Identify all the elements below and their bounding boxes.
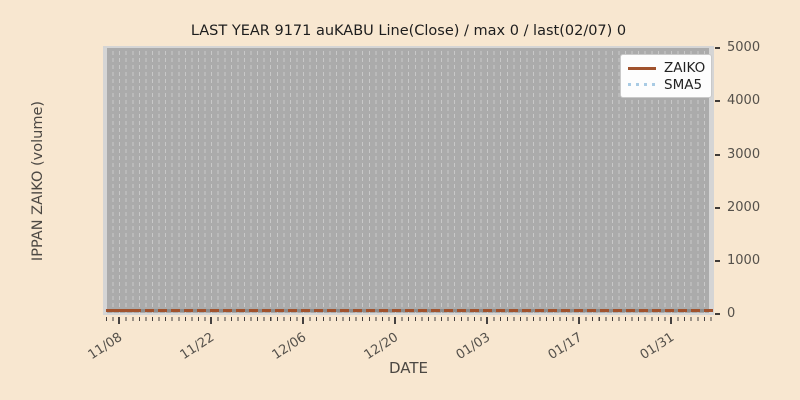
- x-axis-label: DATE: [388, 359, 429, 377]
- x-minor-ticks: [106, 317, 714, 321]
- legend-label: ZAIKO: [664, 60, 706, 77]
- y-tick-mark: [715, 313, 720, 315]
- x-major-tick: [486, 317, 488, 324]
- y-tick-label: 0: [727, 306, 736, 321]
- plot-area: [103, 46, 714, 315]
- zaiko-line-swatch-icon: [628, 66, 656, 70]
- y-tick-mark: [715, 47, 720, 49]
- y-axis-label: IPPAN ZAIKO (volume): [30, 100, 46, 262]
- y-tick-label: 4000: [727, 93, 761, 108]
- y-tick-mark: [715, 260, 720, 262]
- legend-item-sma5: SMA5: [628, 77, 703, 94]
- x-major-tick: [670, 317, 672, 324]
- legend-label: SMA5: [664, 76, 703, 93]
- x-major-tick: [394, 317, 396, 324]
- legend-item-zaiko: ZAIKO: [628, 60, 706, 77]
- x-major-tick: [210, 317, 212, 324]
- y-tick-mark: [715, 100, 720, 102]
- zaiko-series-line: [106, 309, 713, 312]
- y-tick-mark: [715, 154, 720, 156]
- x-major-tick: [118, 317, 120, 324]
- y-tick-mark: [715, 207, 720, 209]
- sma5-dotted-swatch-icon: [628, 83, 656, 87]
- y-tick-label: 1000: [727, 253, 761, 268]
- x-major-tick: [302, 317, 304, 324]
- chart-title: LAST YEAR 9171 auKABU Line(Close) / max …: [190, 23, 627, 39]
- y-tick-label: 2000: [727, 200, 761, 215]
- y-tick-label: 3000: [727, 147, 761, 162]
- x-major-tick: [578, 317, 580, 324]
- y-tick-label: 5000: [727, 40, 761, 55]
- chart-legend: ZAIKO SMA5: [620, 54, 712, 98]
- plot-gridlines: [107, 48, 709, 313]
